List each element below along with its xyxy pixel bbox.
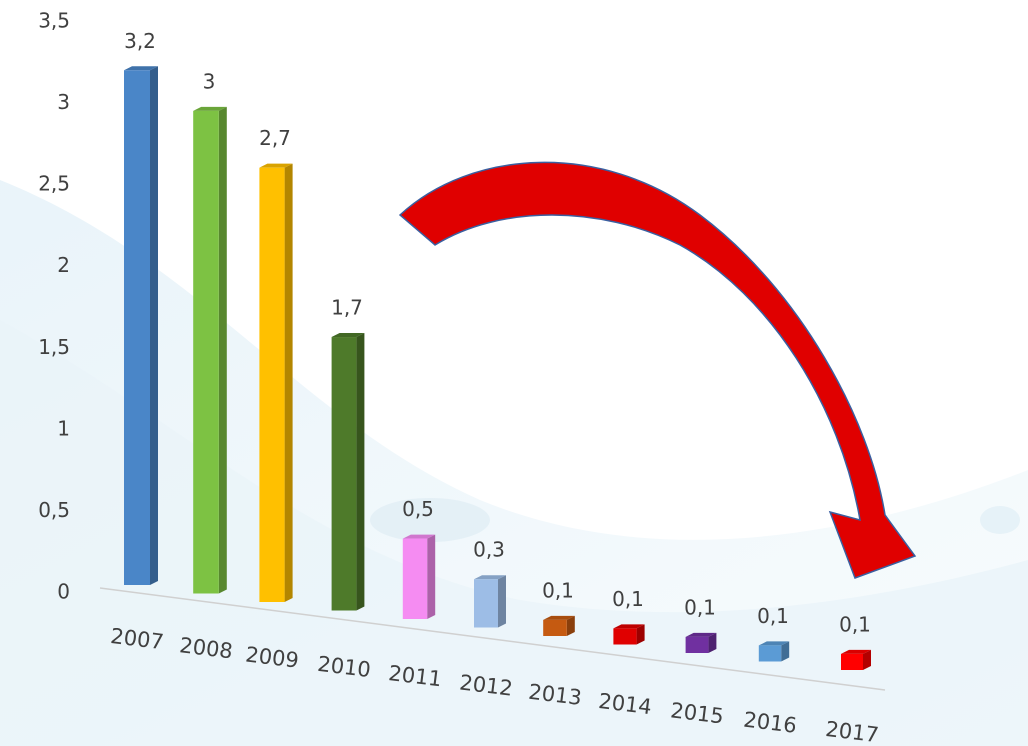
bar-side — [218, 106, 227, 594]
bar — [259, 167, 285, 602]
bar-top — [543, 615, 575, 620]
value-label: 0,1 — [612, 587, 644, 611]
bar-side — [150, 66, 158, 585]
bar — [331, 337, 357, 611]
bar-side — [284, 163, 293, 602]
bar-side — [356, 333, 365, 611]
bar-top — [841, 649, 871, 654]
bar-top — [613, 624, 645, 629]
bar — [841, 653, 863, 670]
value-label: 0,1 — [542, 578, 574, 602]
bar-side — [498, 575, 506, 628]
bar — [402, 538, 428, 619]
value-label: 0,1 — [757, 604, 789, 628]
bar-top — [474, 575, 506, 580]
y-tick-label: 3 — [57, 90, 70, 114]
value-label: 1,7 — [331, 296, 363, 320]
bar-side — [781, 641, 790, 662]
bar — [543, 619, 567, 636]
background-decoration — [0, 180, 1028, 746]
bar-top — [685, 632, 717, 637]
bar-top — [331, 333, 365, 338]
bar-side — [427, 534, 436, 619]
bar-side — [636, 624, 645, 645]
bar-top — [124, 66, 158, 71]
y-tick-label: 3,5 — [38, 9, 70, 33]
y-tick-label: 0,5 — [38, 498, 70, 522]
bar — [685, 636, 709, 653]
y-tick-label: 0 — [57, 580, 70, 604]
bar-side — [566, 615, 575, 636]
trend-arrow — [398, 161, 917, 579]
bar — [124, 70, 150, 585]
baseline — [99, 587, 886, 691]
bar-top — [402, 534, 436, 539]
value-label: 0,5 — [402, 497, 434, 521]
value-label: 0,1 — [839, 612, 871, 636]
y-tick-label: 1 — [57, 416, 70, 440]
y-tick-label: 2,5 — [38, 172, 70, 196]
bar-side — [708, 632, 717, 653]
value-label: 0,1 — [684, 595, 716, 619]
bar-side — [863, 649, 871, 670]
y-tick-label: 1,5 — [38, 335, 70, 359]
value-label: 3,2 — [124, 29, 156, 53]
value-label: 2,7 — [259, 126, 291, 150]
bar-top — [259, 163, 293, 168]
bar — [193, 110, 219, 594]
x-tick-label: 2017 — [824, 717, 880, 746]
value-label: 3 — [203, 69, 216, 93]
bar — [613, 628, 637, 645]
value-label: 0,3 — [473, 538, 505, 562]
bar — [758, 645, 782, 662]
bar-top — [758, 641, 790, 646]
y-tick-label: 2 — [57, 253, 70, 277]
bar-top — [193, 106, 227, 111]
bar — [474, 579, 498, 628]
